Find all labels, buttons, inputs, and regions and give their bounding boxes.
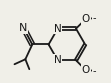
Text: N: N (19, 23, 28, 33)
Text: -: - (93, 13, 96, 23)
Text: O: O (82, 14, 90, 24)
Text: N: N (54, 55, 62, 65)
Text: O: O (82, 65, 90, 75)
Text: N: N (54, 24, 62, 34)
Text: -: - (93, 66, 96, 76)
